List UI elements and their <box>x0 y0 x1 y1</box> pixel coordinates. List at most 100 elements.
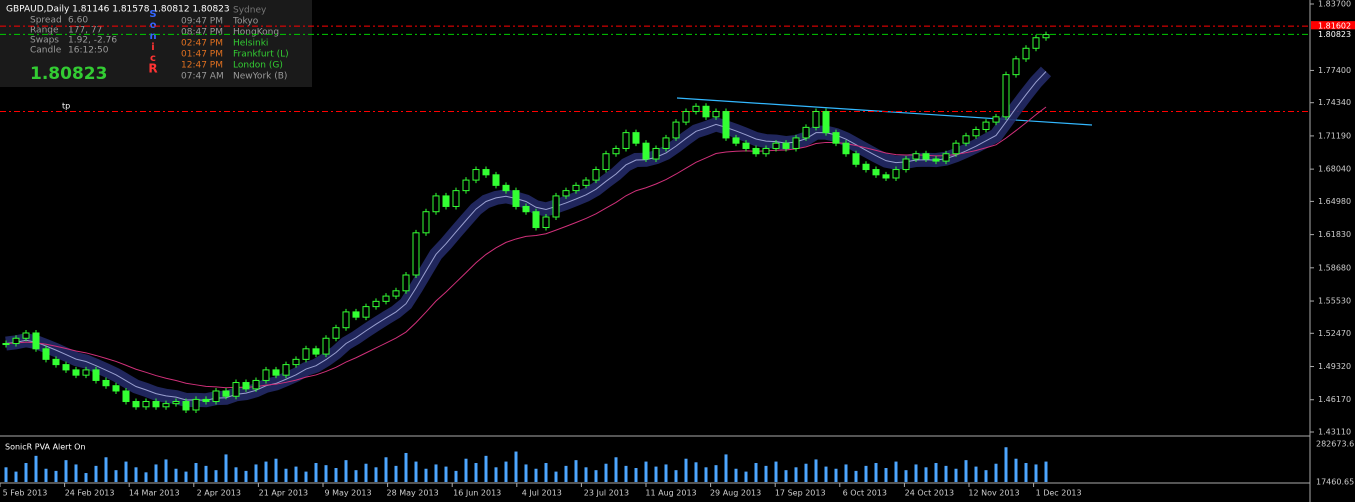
volume-bar <box>234 467 238 482</box>
volume-bar <box>134 467 138 482</box>
candle <box>602 153 610 171</box>
y-tick-label: 1.61830 <box>1318 230 1351 239</box>
volume-bar <box>764 465 768 482</box>
volume-bar <box>624 465 628 482</box>
candle <box>402 274 410 292</box>
volume-bar <box>784 470 788 482</box>
candle <box>962 135 970 144</box>
candle <box>982 121 990 130</box>
volume-bar <box>774 461 778 482</box>
session-time: 09:47 PM <box>181 17 223 27</box>
candle <box>492 174 500 186</box>
candle <box>242 382 250 390</box>
stat-name: Range <box>30 26 59 36</box>
x-tick-label: 16 Jun 2013 <box>453 489 501 498</box>
volume-bar <box>744 471 748 482</box>
volume-bar <box>444 466 448 482</box>
stat-name: Swaps <box>30 36 59 46</box>
volume-bar <box>654 466 658 482</box>
volume-bar <box>44 468 48 482</box>
y-tick-label: 1.77400 <box>1318 66 1351 75</box>
volume-bar <box>324 465 328 482</box>
volume-bar <box>684 458 688 482</box>
candle <box>532 211 540 229</box>
candle <box>192 398 200 411</box>
volume-bar <box>884 468 888 482</box>
candle <box>822 111 830 134</box>
y-tick-label: 1.83700 <box>1318 0 1351 9</box>
x-tick-label: 24 Oct 2013 <box>905 489 954 498</box>
stat-value: 16:12:50 <box>68 46 109 56</box>
volume-bar <box>694 462 698 482</box>
candle <box>802 126 810 139</box>
volume-bar <box>394 465 398 482</box>
candle <box>12 337 20 345</box>
candle <box>882 174 890 179</box>
candle <box>732 137 740 144</box>
candle <box>682 111 690 123</box>
x-tick-label: 23 Jul 2013 <box>584 489 629 498</box>
candle <box>392 290 400 297</box>
sonic-letter: c <box>150 53 156 64</box>
volume-bar <box>104 457 108 482</box>
candle <box>42 348 50 360</box>
candle <box>102 379 110 387</box>
candle <box>202 398 210 403</box>
candle <box>952 142 960 155</box>
volume-bar <box>1004 447 1008 482</box>
indicator-label: SonicR PVA Alert On <box>5 443 86 452</box>
candle <box>522 205 530 213</box>
volume-bar <box>834 468 838 482</box>
candle <box>912 153 920 160</box>
info-panel <box>0 0 312 87</box>
volume-bar <box>934 463 938 482</box>
candle <box>772 142 780 149</box>
volume-bar <box>194 463 198 482</box>
volume-bar <box>24 463 28 482</box>
volume-bar <box>264 461 268 482</box>
volume-bar <box>414 461 418 482</box>
candle <box>172 401 180 405</box>
candle <box>132 401 140 408</box>
symbol-line: GBPAUD,Daily 1.81146 1.81578 1.80812 1.8… <box>6 5 230 15</box>
volume-bar <box>824 466 828 482</box>
candle <box>592 169 600 181</box>
candle <box>712 111 720 118</box>
session-time: 07:47 AM <box>181 72 224 82</box>
volume-bar <box>574 460 578 482</box>
volume-bar <box>154 464 158 482</box>
volume-bar <box>74 464 78 482</box>
candle <box>332 327 340 339</box>
candle <box>82 369 90 376</box>
candle <box>502 184 510 192</box>
candle <box>792 137 800 149</box>
sonic-letter: i <box>151 42 154 53</box>
y-tick-label: 1.71190 <box>1318 131 1351 140</box>
candle <box>372 300 380 308</box>
y-tick-label: 1.68040 <box>1318 165 1351 174</box>
y-tick-label: 1.58680 <box>1318 263 1351 272</box>
candle <box>652 147 660 160</box>
volume-bar <box>1044 461 1048 482</box>
y2-tick-label: 282673.6 <box>1316 440 1354 449</box>
volume-bar <box>1024 463 1028 482</box>
x-tick-label: 4 Jul 2013 <box>522 489 562 498</box>
candle <box>302 348 310 360</box>
volume-bar <box>914 464 918 482</box>
candle <box>672 121 680 139</box>
session-name: Sydney <box>233 6 267 16</box>
candle <box>972 128 980 137</box>
volume-bar <box>814 459 818 482</box>
x-tick-label: 5 Feb 2013 <box>3 489 48 498</box>
candle <box>22 332 30 339</box>
candle <box>572 184 580 192</box>
volume-bar <box>734 468 738 482</box>
candle <box>342 311 350 329</box>
candle <box>582 179 590 186</box>
volume-bar <box>344 460 348 482</box>
x-tick-label: 24 Feb 2013 <box>65 489 115 498</box>
volume-bar <box>434 464 438 482</box>
session-name: London (G) <box>233 61 283 71</box>
x-tick-label: 1 Dec 2013 <box>1036 489 1082 498</box>
candle <box>212 390 220 403</box>
